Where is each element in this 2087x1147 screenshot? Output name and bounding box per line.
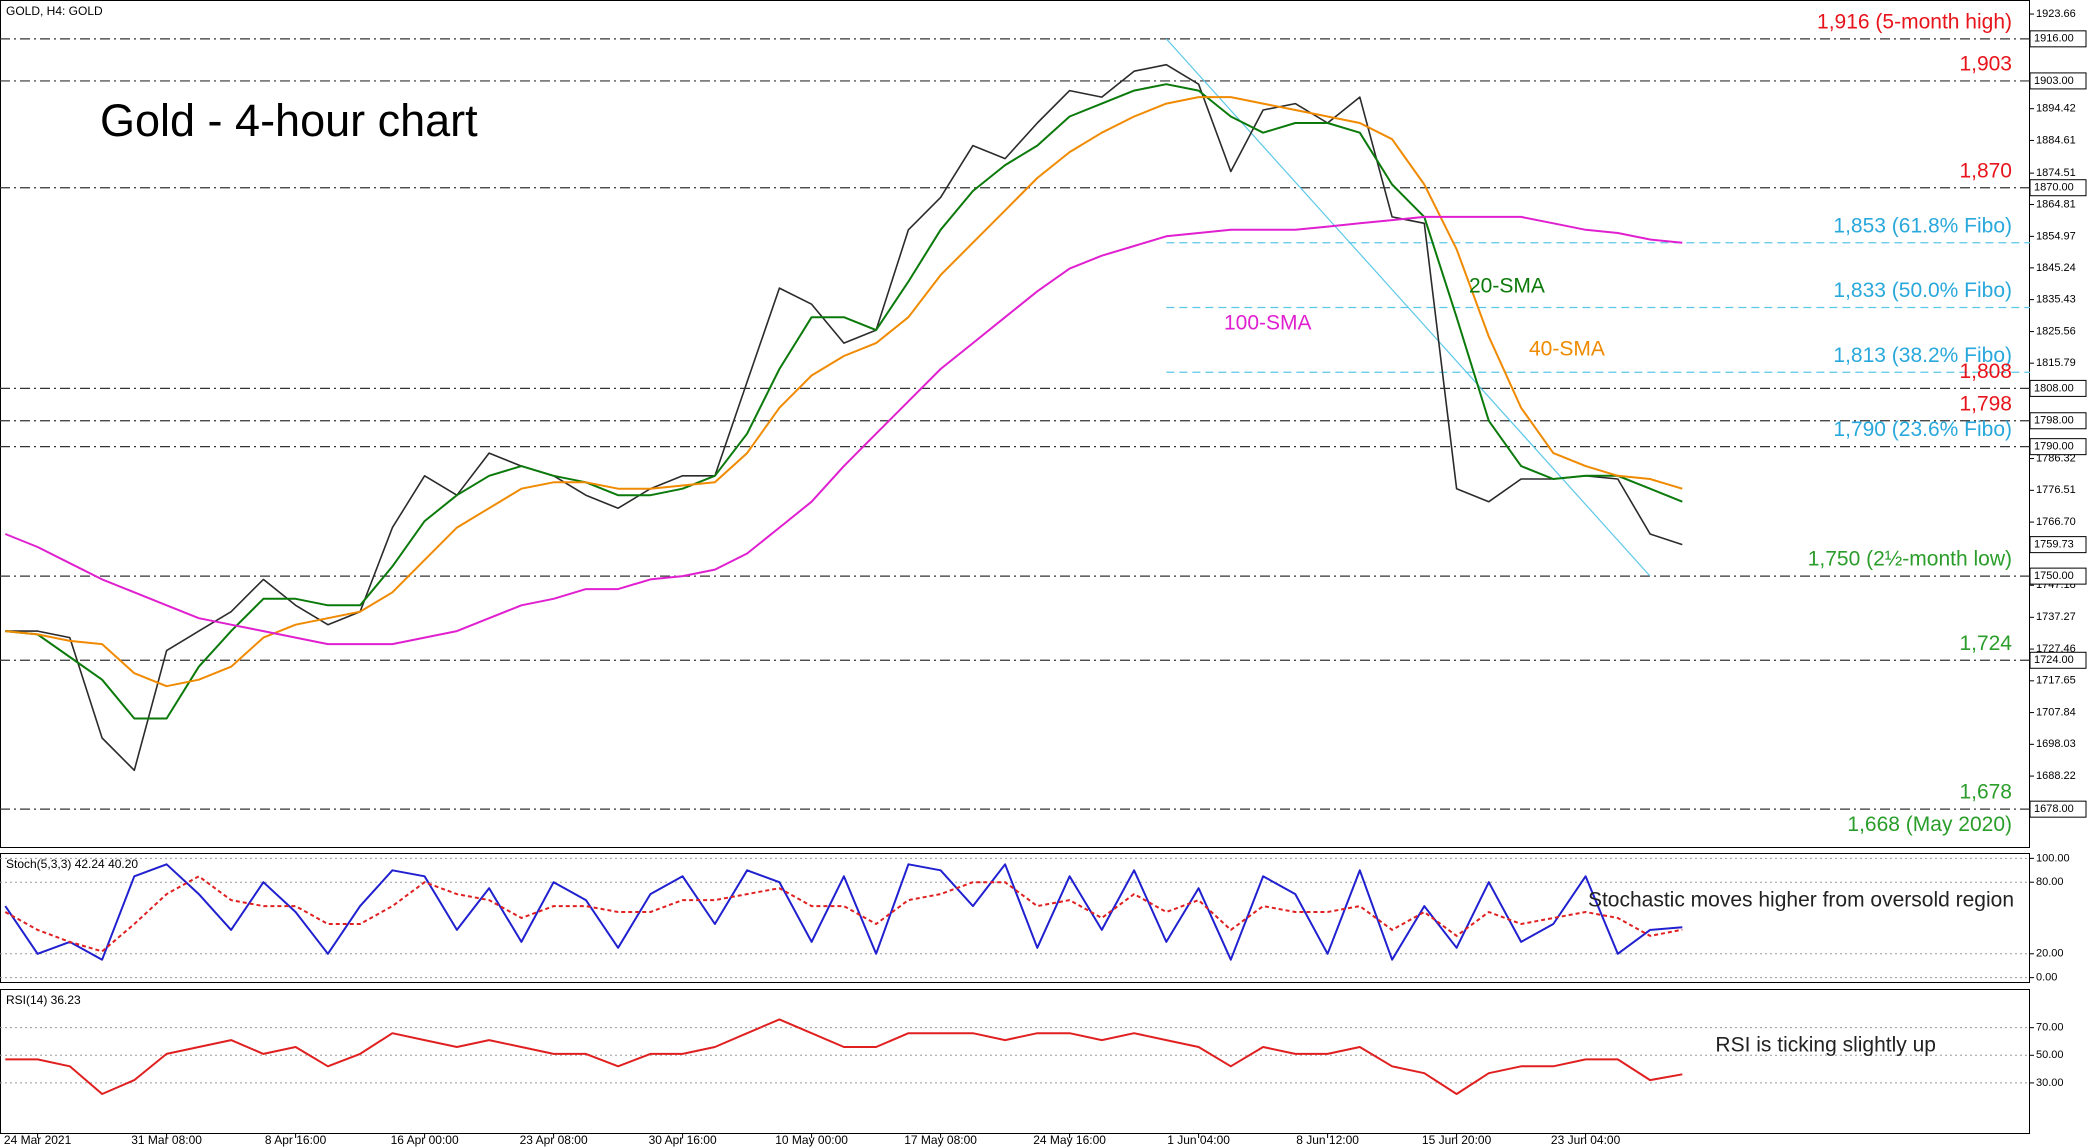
y-tick-label: 1786.32 bbox=[2036, 452, 2076, 464]
y-tick-label: 1737.27 bbox=[2036, 611, 2076, 623]
pane-note: RSI is ticking slightly up bbox=[1715, 1034, 1936, 1057]
axis-box bbox=[2029, 72, 2087, 90]
chart-title: Gold - 4-hour chart bbox=[100, 95, 478, 146]
x-tick-label: 24 Mar 2021 bbox=[4, 1133, 72, 1147]
series-line bbox=[5, 1018, 1683, 1095]
x-tick-label: 23 Jun 04:00 bbox=[1551, 1133, 1621, 1147]
level-label: 1,790 (23.6% Fibo) bbox=[1833, 418, 2012, 441]
x-tick-label: 31 Mar 08:00 bbox=[131, 1133, 202, 1147]
y-tick-label: 1864.81 bbox=[2036, 198, 2076, 210]
y-tick-label: 1815.79 bbox=[2036, 357, 2076, 369]
y-tick-label: 1776.51 bbox=[2036, 484, 2076, 496]
axis-box-label: 1724.00 bbox=[2034, 654, 2074, 666]
y-tick-label: 1707.84 bbox=[2036, 706, 2076, 718]
series-line bbox=[4, 215, 1683, 646]
axis-box bbox=[2029, 567, 2087, 585]
level-label: 1,870 bbox=[1959, 159, 2012, 182]
level-label: 1,808 bbox=[1959, 360, 2012, 383]
series-label: 20-SMA bbox=[1469, 275, 1545, 298]
level-label: 1,903 bbox=[1959, 52, 2012, 75]
x-tick-label: 30 Apr 16:00 bbox=[649, 1133, 717, 1147]
series-label: 100-SMA bbox=[1224, 312, 1312, 335]
last-price-box bbox=[2029, 536, 2087, 554]
y-tick-label: 1923.66 bbox=[2036, 8, 2076, 20]
axis-box bbox=[2029, 179, 2087, 197]
y-tick-label: 50.00 bbox=[2036, 1049, 2064, 1061]
y-tick-label: 70.00 bbox=[2036, 1022, 2064, 1034]
level-label: 1,750 (2½-month low) bbox=[1808, 548, 2012, 571]
series-line bbox=[5, 96, 1683, 688]
axis-box bbox=[2029, 412, 2087, 430]
level-label: 1,668 (May 2020) bbox=[1847, 813, 2012, 836]
pane-frame bbox=[0, 853, 2030, 983]
y-tick-label: 1698.03 bbox=[2036, 738, 2076, 750]
pane-note: Stochastic moves higher from oversold re… bbox=[1588, 889, 2014, 912]
fibo-trendline bbox=[1165, 38, 1651, 577]
x-tick-label: 8 Apr 16:00 bbox=[265, 1133, 327, 1147]
y-tick-label: 1884.61 bbox=[2036, 134, 2076, 146]
axis-box-label: 1808.00 bbox=[2034, 382, 2074, 394]
x-tick-label: 16 Apr 00:00 bbox=[391, 1133, 459, 1147]
level-label: 1,833 (50.0% Fibo) bbox=[1833, 279, 2012, 302]
x-tick-label: 17 May 08:00 bbox=[904, 1133, 977, 1147]
pane-frame bbox=[0, 989, 2030, 1134]
x-tick-label: 8 Jun 12:00 bbox=[1296, 1133, 1359, 1147]
x-tick-label: 15 Jun 20:00 bbox=[1422, 1133, 1492, 1147]
y-tick-label: 1854.97 bbox=[2036, 230, 2076, 242]
level-label: 1,813 (38.2% Fibo) bbox=[1833, 344, 2012, 367]
y-tick-label: 80.00 bbox=[2036, 876, 2064, 888]
y-tick-label: 20.00 bbox=[2036, 948, 2064, 960]
axis-box-label: 1678.00 bbox=[2034, 803, 2074, 815]
series-line bbox=[5, 83, 1683, 720]
series-line bbox=[4, 875, 1683, 953]
y-tick-label: 30.00 bbox=[2036, 1077, 2064, 1089]
chart-subtitle: GOLD, H4: GOLD bbox=[6, 4, 103, 18]
y-tick-label: 1874.51 bbox=[2036, 167, 2076, 179]
axis-box bbox=[2029, 651, 2087, 669]
series-label: 40-SMA bbox=[1529, 338, 1605, 361]
axis-box bbox=[2029, 800, 2087, 818]
x-tick-label: 10 May 00:00 bbox=[775, 1133, 848, 1147]
pane-title: Stoch(5,3,3) 42.24 40.20 bbox=[6, 857, 138, 871]
axis-box-label: 1916.00 bbox=[2034, 33, 2074, 45]
x-tick-label: 23 Apr 08:00 bbox=[520, 1133, 588, 1147]
y-tick-label: 0.00 bbox=[2036, 972, 2057, 984]
axis-box bbox=[2029, 30, 2087, 48]
axis-box bbox=[2029, 438, 2087, 456]
y-tick-label: 1766.70 bbox=[2036, 516, 2076, 528]
level-label: 1,798 bbox=[1959, 392, 2012, 415]
level-label: 1,853 (61.8% Fibo) bbox=[1833, 214, 2012, 237]
axis-box-label: 1790.00 bbox=[2034, 441, 2074, 453]
axis-box-label: 1798.00 bbox=[2034, 415, 2074, 427]
level-label: 1,678 bbox=[1959, 781, 2012, 804]
series-line bbox=[4, 863, 1683, 961]
y-tick-label: 1835.43 bbox=[2036, 294, 2076, 306]
y-tick-label: 1717.65 bbox=[2036, 675, 2076, 687]
level-label: 1,724 bbox=[1959, 632, 2012, 655]
x-tick-label: 1 Jun 04:00 bbox=[1167, 1133, 1230, 1147]
axis-box bbox=[2029, 379, 2087, 397]
axis-box-label: 1870.00 bbox=[2034, 182, 2074, 194]
y-tick-label: 1894.42 bbox=[2036, 103, 2076, 115]
y-tick-label: 1845.24 bbox=[2036, 262, 2076, 274]
y-tick-label: 1688.22 bbox=[2036, 770, 2076, 782]
level-label: 1,916 (5-month high) bbox=[1817, 10, 2012, 33]
y-tick-label: 100.00 bbox=[2036, 852, 2070, 864]
x-tick-label: 24 May 16:00 bbox=[1033, 1133, 1106, 1147]
pane-title: RSI(14) 36.23 bbox=[6, 993, 81, 1007]
axis-box-label: 1903.00 bbox=[2034, 75, 2074, 87]
last-price-label: 1759.73 bbox=[2034, 539, 2074, 551]
y-tick-label: 1825.56 bbox=[2036, 325, 2076, 337]
axis-box-label: 1750.00 bbox=[2034, 570, 2074, 582]
